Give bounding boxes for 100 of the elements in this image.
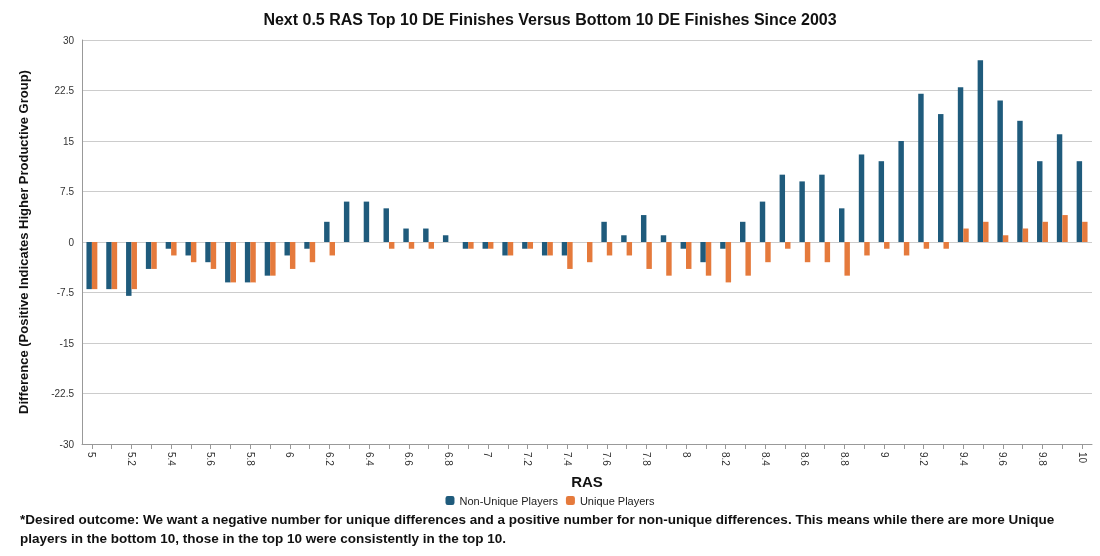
bar bbox=[190, 242, 197, 263]
x-tick-label: 7.2 bbox=[522, 452, 534, 467]
bar bbox=[91, 242, 98, 290]
y-tick-label: -15 bbox=[59, 337, 75, 349]
bar bbox=[804, 242, 811, 263]
x-tick-label: 7 bbox=[482, 452, 494, 458]
x-tick-label: 10 bbox=[1076, 452, 1088, 464]
y-tick-label: -30 bbox=[59, 438, 75, 450]
bar bbox=[1037, 161, 1043, 242]
bar bbox=[957, 87, 964, 242]
x-tick-label: 7.4 bbox=[561, 452, 573, 467]
bar bbox=[739, 221, 746, 242]
bar bbox=[205, 242, 211, 263]
text: *Desired outcome: We want a negative number for unique differences and a positive number for non-unique differences. This means while there are more Unique players in the bottom 10, those in the top 10 were consistently in the top 10. bbox=[20, 512, 1058, 546]
bar bbox=[700, 242, 706, 263]
x-tick-label: 6.6 bbox=[403, 452, 415, 467]
bar bbox=[864, 242, 870, 256]
bar bbox=[943, 242, 949, 249]
bar bbox=[997, 100, 1003, 242]
bar bbox=[567, 242, 573, 269]
bar bbox=[725, 242, 732, 283]
bar bbox=[185, 242, 191, 256]
x-tick-label: 8.8 bbox=[838, 452, 850, 467]
bar bbox=[839, 208, 845, 242]
legend-label: Non-Unique Players bbox=[459, 494, 559, 507]
bar bbox=[502, 242, 508, 256]
bar bbox=[284, 242, 290, 256]
y-axis-title: Difference (Positive Indicates Higher Productive Group) bbox=[16, 70, 31, 414]
bar bbox=[1082, 221, 1088, 242]
bar bbox=[1042, 221, 1048, 242]
bar bbox=[819, 174, 825, 242]
x-tick-label: 5.8 bbox=[244, 452, 256, 467]
x-tick-label: 5 bbox=[86, 452, 98, 458]
bar bbox=[482, 242, 488, 249]
bar bbox=[250, 242, 256, 283]
bar bbox=[388, 242, 395, 249]
x-tick-label: 5.4 bbox=[165, 452, 177, 467]
bar bbox=[165, 242, 172, 249]
y-tick-label: 15 bbox=[62, 135, 75, 147]
bar bbox=[923, 242, 930, 249]
bar bbox=[1076, 161, 1083, 242]
x-tick-label: 8.6 bbox=[799, 452, 811, 467]
bar bbox=[230, 242, 236, 283]
y-tick-label: 30 bbox=[62, 34, 75, 46]
y-tick-label: -7.5 bbox=[56, 287, 75, 298]
bar bbox=[680, 242, 687, 249]
bar bbox=[408, 242, 415, 249]
bar bbox=[468, 242, 474, 249]
bar bbox=[785, 242, 791, 249]
bar bbox=[759, 201, 766, 242]
bar bbox=[363, 201, 370, 242]
bar bbox=[779, 174, 786, 242]
bar bbox=[131, 242, 137, 290]
bar bbox=[938, 114, 944, 242]
bar bbox=[918, 93, 924, 242]
bar bbox=[225, 242, 231, 283]
bar bbox=[171, 242, 177, 256]
legend-label: Unique Players bbox=[579, 494, 656, 507]
x-tick-label: 6.4 bbox=[363, 452, 375, 467]
x-tick-label: 6.2 bbox=[324, 452, 336, 467]
bar bbox=[824, 242, 831, 263]
bar bbox=[324, 221, 330, 242]
x-axis-title: RAS bbox=[571, 473, 603, 490]
x-tick-label: 9.2 bbox=[918, 452, 930, 467]
x-tick-label: 8.2 bbox=[720, 452, 732, 467]
bar bbox=[309, 242, 316, 263]
bar bbox=[145, 242, 152, 269]
bar bbox=[244, 242, 251, 283]
bar bbox=[527, 242, 534, 249]
bar bbox=[106, 242, 112, 290]
x-tick-label: 6 bbox=[284, 452, 296, 458]
bar bbox=[720, 242, 726, 249]
bar bbox=[304, 242, 310, 249]
bar bbox=[1062, 215, 1068, 242]
bar bbox=[270, 242, 276, 276]
bar bbox=[666, 242, 672, 276]
bar bbox=[963, 228, 969, 242]
bar bbox=[289, 242, 296, 269]
bar bbox=[646, 242, 652, 269]
x-tick-label: 7.6 bbox=[601, 452, 613, 467]
bar bbox=[844, 242, 850, 276]
bar bbox=[977, 60, 984, 242]
bar bbox=[210, 242, 217, 269]
x-tick-label: 5.6 bbox=[205, 452, 217, 467]
bar bbox=[898, 141, 904, 242]
bar bbox=[343, 201, 350, 242]
bar bbox=[1056, 134, 1063, 242]
x-tick-label: 9.6 bbox=[997, 452, 1009, 467]
bar bbox=[884, 242, 890, 249]
bar bbox=[547, 242, 553, 256]
bar bbox=[858, 154, 865, 242]
x-tick-label: 5.2 bbox=[126, 452, 138, 467]
y-tick-label: -22.5 bbox=[51, 388, 75, 399]
y-tick-label: 22.5 bbox=[54, 85, 75, 96]
y-tick-label: 7.5 bbox=[60, 186, 75, 197]
bar bbox=[1017, 120, 1023, 242]
x-tick-label: 9.8 bbox=[1036, 452, 1048, 467]
bar bbox=[640, 215, 647, 242]
chart-title: Next 0.5 RAS Top 10 DE Finishes Versus Bottom 10 DE Finishes Since 2003 bbox=[263, 10, 837, 28]
x-tick-label: 7.8 bbox=[640, 452, 652, 467]
